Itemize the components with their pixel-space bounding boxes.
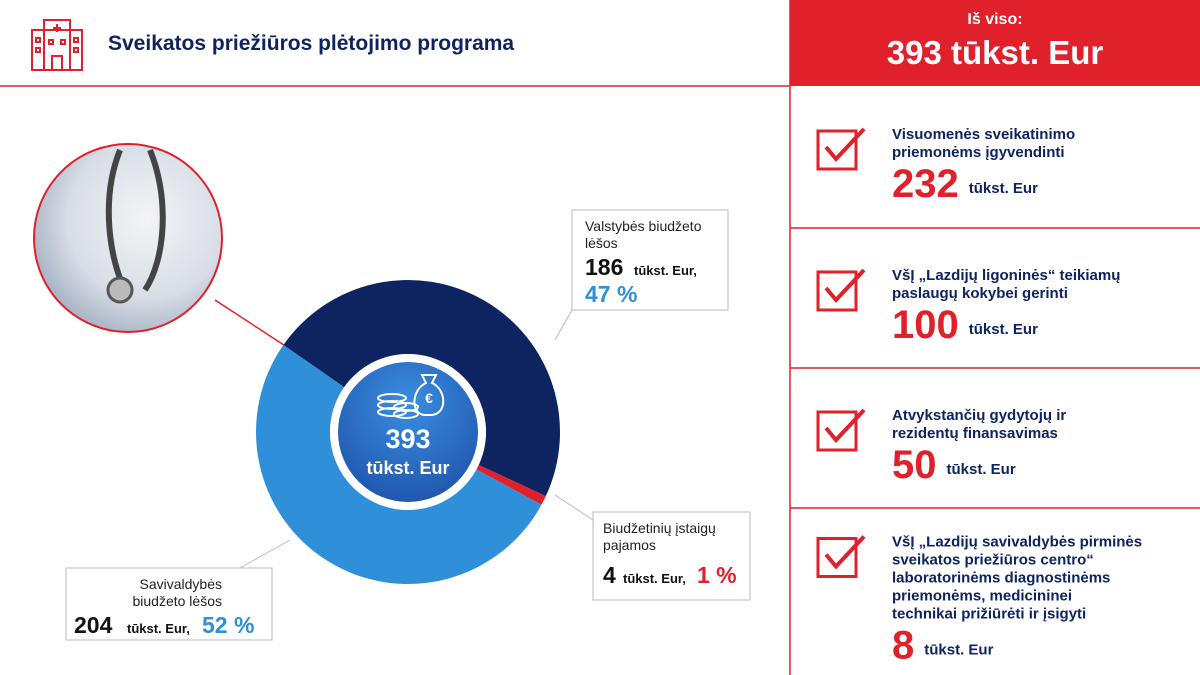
- share-label: 47 %: [585, 281, 637, 307]
- coin: [377, 393, 407, 403]
- total-value: 393 tūkst. Eur: [887, 34, 1104, 71]
- check-mark: [824, 268, 866, 304]
- unit-label: tūkst. Eur,: [623, 571, 686, 586]
- total-label: Iš viso:: [967, 11, 1022, 28]
- bag-symbol: €: [425, 390, 433, 406]
- callout-box: [571, 209, 729, 311]
- item-text: laboratorinėms diagnostinėms: [892, 570, 1110, 587]
- item-unit: tūkst. Eur: [969, 180, 1038, 197]
- money-icon: €: [377, 374, 445, 419]
- category-label: biudžeto lėšos: [132, 593, 222, 609]
- stethoscope-head: [106, 276, 134, 304]
- check-mark: [824, 535, 866, 570]
- donut-segment: [256, 344, 542, 584]
- item-text: priemonėms, medicininei: [892, 588, 1072, 605]
- callout-box: [592, 511, 751, 601]
- category-label: Savivaldybės: [140, 576, 223, 592]
- item-value: 232: [892, 162, 959, 206]
- item-unit: tūkst. Eur: [969, 321, 1038, 338]
- item-text: paslaugų kokybei gerinti: [892, 285, 1068, 302]
- category-label: pajamos: [603, 537, 656, 553]
- check-mark: [824, 127, 866, 163]
- photo: [33, 143, 223, 333]
- unit-label: tūkst. Eur,: [634, 263, 697, 278]
- item-text: Atvykstančių gydytojų ir: [892, 407, 1066, 424]
- item-unit: tūkst. Eur: [924, 642, 993, 659]
- check-box: [816, 129, 858, 171]
- hospital-icon: [31, 19, 83, 71]
- category-label: Valstybės biudžeto: [585, 218, 702, 234]
- item-text: technikai prižiūrėti ir įsigyti: [892, 606, 1086, 623]
- check-box: [816, 410, 858, 452]
- callout-line: [554, 309, 573, 341]
- value-label: 204: [74, 612, 113, 638]
- center-value: 393: [385, 424, 430, 454]
- callout-line: [239, 539, 291, 569]
- item-text: sveikatos priežiūros centro“: [892, 552, 1094, 569]
- unit-label: tūkst. Eur,: [127, 621, 190, 636]
- coin: [393, 402, 419, 412]
- check-box: [816, 270, 858, 312]
- item-text: VšĮ „Lazdijų savivaldybės pirminės: [892, 534, 1142, 551]
- item-text: Visuomenės sveikatinimo: [892, 126, 1075, 143]
- category-label: Biudžetinių įstaigų: [603, 520, 716, 536]
- bag: [413, 374, 445, 416]
- callout-box: [65, 567, 273, 641]
- item-unit: tūkst. Eur: [947, 461, 1016, 478]
- category-label: lėšos: [585, 235, 618, 251]
- value-label: 186: [585, 254, 623, 280]
- callout-line: [554, 494, 594, 521]
- donut-segment: [476, 464, 546, 505]
- item-text: VšĮ „Lazdijų ligoninės“ teikiamų: [892, 267, 1120, 284]
- item-value: 8: [892, 624, 914, 668]
- check-box: [816, 537, 858, 578]
- donut: €393 tūkst. Eur: [256, 279, 560, 584]
- item-value: 50: [892, 443, 937, 487]
- item-value: 100: [892, 303, 959, 347]
- donut-segment: [283, 279, 560, 497]
- item-text: rezidentų finansavimas: [892, 425, 1058, 442]
- chart-title: Sveikatos priežiūros plėtojimo programa: [108, 32, 514, 55]
- total-unit: tūkst. Eur: [951, 34, 1103, 71]
- share-label: 52 %: [202, 612, 254, 638]
- total-number: 393: [887, 34, 942, 71]
- share-label: 1 %: [697, 562, 737, 588]
- center-unit: tūkst. Eur: [366, 458, 449, 478]
- check-mark: [824, 408, 866, 444]
- item-text: priemonėms įgyvendinti: [892, 144, 1065, 161]
- total-panel: [790, 0, 1200, 86]
- value-label: 4: [603, 562, 616, 588]
